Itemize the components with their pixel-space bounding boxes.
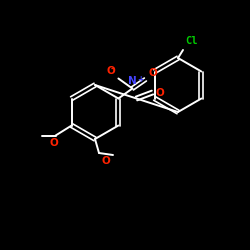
Text: O: O [107, 66, 116, 76]
Text: Cl: Cl [185, 36, 198, 46]
Text: -: - [110, 64, 114, 74]
Text: O: O [102, 156, 111, 166]
Text: +: + [138, 74, 144, 84]
Text: O: O [148, 68, 157, 78]
Text: N: N [128, 76, 137, 86]
Text: O: O [156, 88, 164, 98]
Text: O: O [49, 138, 58, 148]
